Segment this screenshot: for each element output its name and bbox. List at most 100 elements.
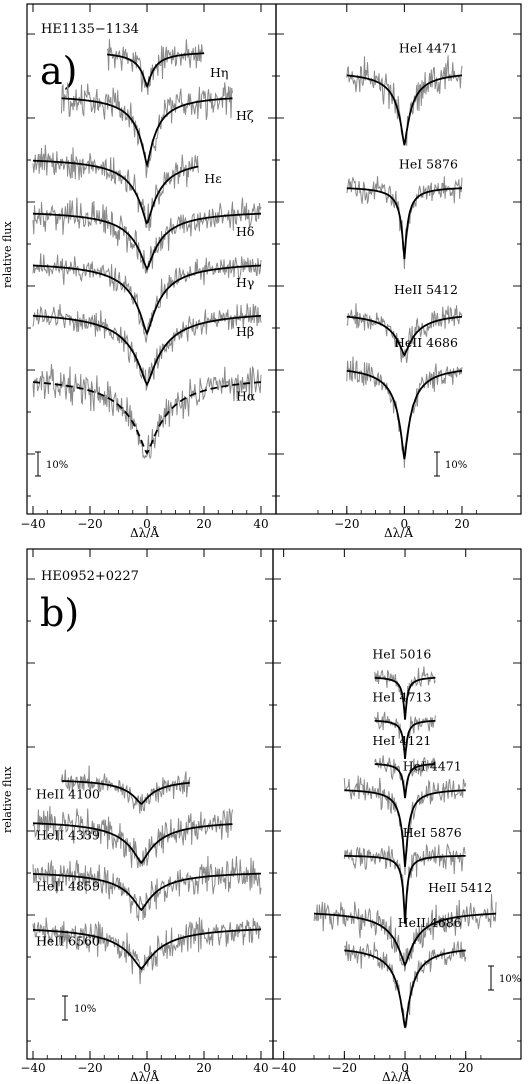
panel-b-left-plot: −40 −20 0 20 40 HeII 4100 HeII 4339 HeII 4859 He… bbox=[20, 549, 273, 1075]
x-tick-label: 40 bbox=[253, 517, 268, 531]
line-label: Hε bbox=[204, 171, 221, 186]
model-fit bbox=[346, 315, 463, 357]
observed-spectrum bbox=[32, 363, 262, 460]
model-fit bbox=[33, 159, 199, 225]
model-fit bbox=[346, 187, 463, 260]
line-label: Hβ bbox=[236, 324, 254, 339]
panel-a-left-xlabel: Δλ/Å bbox=[130, 525, 159, 540]
line-label: Hα bbox=[236, 389, 256, 404]
panel-a-right-xlabel: Δλ/Å bbox=[384, 525, 413, 540]
panel-b-ylabel: relative flux bbox=[1, 766, 14, 833]
model-fit bbox=[314, 912, 497, 967]
observed-spectrum bbox=[106, 39, 205, 95]
panel-b-label: b) bbox=[40, 591, 79, 635]
model-fit bbox=[344, 855, 466, 924]
line-label: HeI 4713 bbox=[372, 690, 431, 705]
panel-b-right-plot: −40 −20 0 20 HeI 5016 HeI 4713 HeI 4121 HeI 447… bbox=[271, 549, 521, 1075]
panel-a-left-scale-label: 10% bbox=[46, 460, 68, 471]
panel-b-left-xlabel: Δλ/Å bbox=[130, 1069, 159, 1084]
line-label: HeII 4686 bbox=[398, 915, 462, 930]
line-label: HeI 4471 bbox=[399, 41, 458, 56]
panel-a: HE1135−1134 a) −40 −20 0 20 40 Hη Hζ Hε Hδ Hγ Hβ Hα… bbox=[1, 3, 522, 540]
panel-b-star-name: HE0952+0227 bbox=[41, 569, 139, 584]
line-label: HeII 4339 bbox=[36, 828, 100, 843]
observed-spectrum bbox=[32, 144, 199, 232]
line-label: HeII 6560 bbox=[36, 934, 100, 949]
x-tick-label: −20 bbox=[77, 517, 102, 531]
panel-a-left-scale-bar: 10% bbox=[35, 451, 68, 477]
x-tick-label: −40 bbox=[20, 1061, 45, 1075]
x-tick-label: 20 bbox=[196, 1061, 211, 1075]
observed-spectrum bbox=[61, 82, 233, 178]
model-fit bbox=[344, 949, 466, 1028]
model-fit bbox=[33, 212, 261, 271]
observed-spectrum bbox=[313, 893, 497, 972]
observed-spectrum bbox=[32, 197, 262, 275]
panel-b-right-scale-label: 10% bbox=[499, 974, 521, 985]
x-tick-label: 0 bbox=[401, 1061, 409, 1075]
model-fit bbox=[346, 74, 462, 146]
line-label: Hδ bbox=[236, 224, 254, 239]
panel-a-right-plot: −20 0 20 HeI 4471 HeI 5876 HeII 5412 HeII 4686 bbox=[276, 4, 521, 531]
model-fit bbox=[61, 97, 233, 168]
panel-a-frame bbox=[26, 3, 522, 515]
observed-spectrum bbox=[32, 917, 262, 985]
line-label: HeII 4859 bbox=[36, 879, 100, 894]
observed-spectrum bbox=[32, 253, 262, 343]
panel-b: HE0952+0227 b) −40 −20 0 20 40 HeII 4100 HeII … bbox=[1, 548, 522, 1084]
model-fit bbox=[32, 928, 262, 971]
x-tick-label: −40 bbox=[20, 517, 45, 531]
line-label: Hζ bbox=[236, 108, 254, 123]
panel-b-left-scale-label: 10% bbox=[74, 1004, 96, 1015]
model-fit bbox=[344, 789, 466, 867]
panel-b-right-xlabel: Δλ/Å bbox=[382, 1069, 411, 1084]
panel-a-ylabel: relative flux bbox=[1, 221, 14, 288]
line-label: HeII 5412 bbox=[394, 282, 458, 297]
panel-b-right-scale-bar: 10% bbox=[488, 965, 521, 991]
panel-a-right-scale-label: 10% bbox=[445, 460, 467, 471]
line-label: Hη bbox=[210, 65, 228, 80]
observed-spectrum bbox=[346, 356, 463, 468]
x-tick-label: 40 bbox=[253, 1061, 268, 1075]
line-label: HeI 5876 bbox=[399, 156, 458, 171]
panel-a-star-name: HE1135−1134 bbox=[41, 22, 139, 37]
observed-spectrum bbox=[346, 55, 463, 146]
model-fit bbox=[32, 264, 262, 336]
x-tick-label: −20 bbox=[77, 1061, 102, 1075]
line-label: HeII 4100 bbox=[36, 787, 100, 802]
model-fit bbox=[346, 369, 463, 460]
observed-spectrum bbox=[346, 303, 463, 364]
x-tick-label: 20 bbox=[458, 1061, 473, 1075]
line-label: HeI 4121 bbox=[372, 733, 431, 748]
line-label: HeI 5876 bbox=[403, 825, 462, 840]
observed-spectrum bbox=[344, 941, 467, 1029]
line-label: Hγ bbox=[236, 275, 254, 290]
panel-a-right-scale-bar: 10% bbox=[434, 451, 467, 477]
line-label: HeI 4471 bbox=[403, 758, 462, 773]
model-fit bbox=[107, 52, 204, 89]
model-fit bbox=[33, 822, 233, 864]
panel-b-frame bbox=[26, 548, 522, 1060]
model-fit bbox=[374, 763, 436, 799]
x-tick-label: −20 bbox=[332, 1061, 357, 1075]
line-label: HeI 5016 bbox=[372, 647, 431, 662]
x-tick-label: 0 bbox=[143, 1061, 151, 1075]
observed-spectrum bbox=[346, 176, 463, 270]
x-tick-label: 20 bbox=[196, 517, 211, 531]
observed-spectrum bbox=[343, 775, 467, 876]
x-tick-label: 0 bbox=[143, 517, 151, 531]
line-label: HeII 5412 bbox=[428, 880, 492, 895]
panel-a-left-plot: −40 −20 0 20 40 Hη Hζ Hε Hδ Hγ Hβ Hα bbox=[20, 4, 276, 531]
model-fit bbox=[32, 381, 262, 456]
x-tick-label: 20 bbox=[454, 517, 469, 531]
panel-b-left-scale-bar: 10% bbox=[62, 995, 96, 1021]
model-fit bbox=[32, 314, 262, 387]
line-label: HeII 4686 bbox=[394, 335, 458, 350]
x-tick-label: 0 bbox=[401, 517, 409, 531]
model-fit bbox=[33, 872, 261, 912]
panel-a-label: a) bbox=[40, 49, 77, 93]
x-tick-label: −20 bbox=[334, 517, 359, 531]
model-fit bbox=[374, 676, 436, 720]
model-fit bbox=[374, 720, 436, 759]
